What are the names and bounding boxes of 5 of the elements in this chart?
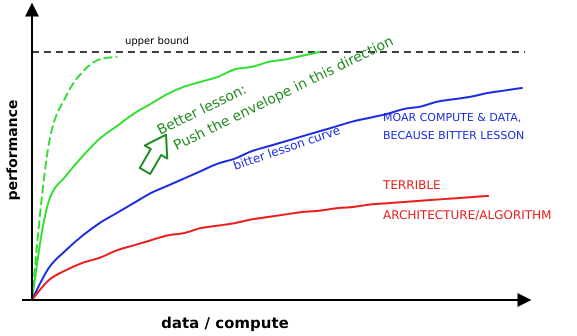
- ref-line-label: upper bound: [125, 36, 189, 47]
- y-axis-title: performance: [5, 100, 21, 200]
- text: TERRIBLE ARCHITECTURE/ALGORITHM: [383, 178, 552, 222]
- text: bitter lesson curve: [231, 123, 342, 173]
- x-axis-title: data / compute: [161, 314, 289, 332]
